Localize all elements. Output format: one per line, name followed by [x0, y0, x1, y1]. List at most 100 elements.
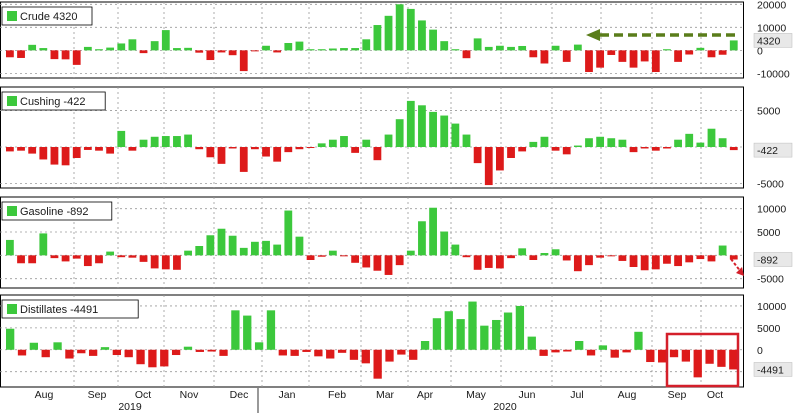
bar	[184, 250, 192, 256]
bar	[585, 50, 593, 73]
bar	[217, 50, 226, 53]
bar	[160, 349, 169, 367]
bar	[112, 349, 121, 356]
bar	[705, 349, 714, 364]
bar	[562, 50, 571, 62]
bar	[462, 50, 471, 59]
bar	[373, 147, 382, 161]
year-label: 2019	[118, 401, 142, 413]
bar	[72, 255, 81, 259]
bar	[406, 100, 415, 148]
bar	[729, 147, 738, 151]
bar	[598, 345, 608, 350]
bar	[618, 255, 627, 261]
bar	[462, 255, 471, 258]
legend-label: Crude 4320	[20, 11, 78, 23]
bar	[551, 249, 560, 256]
bar	[707, 255, 716, 262]
x-tick-label: Feb	[328, 389, 346, 401]
bar	[496, 255, 504, 269]
bar	[72, 147, 81, 158]
bar	[184, 47, 192, 51]
bar	[362, 139, 371, 148]
bar	[106, 47, 115, 51]
bar	[17, 255, 25, 264]
bar	[651, 147, 660, 151]
bar	[540, 136, 549, 148]
x-tick-label: May	[466, 389, 487, 401]
bar	[573, 44, 582, 51]
bar	[65, 349, 74, 359]
bar	[262, 147, 270, 157]
bar	[685, 133, 694, 148]
last-value-tag	[753, 252, 793, 267]
legend-swatch	[7, 11, 17, 21]
bar	[161, 30, 170, 51]
x-tick-label: Aug	[35, 389, 54, 401]
bar	[451, 244, 460, 256]
bar	[284, 147, 293, 153]
bar	[429, 111, 437, 148]
bar	[6, 147, 14, 152]
bar	[243, 315, 252, 350]
x-tick-label: Jul	[570, 389, 583, 401]
bar	[306, 255, 315, 260]
bar	[496, 45, 504, 51]
bar	[361, 349, 370, 364]
bar	[646, 349, 655, 363]
bar	[328, 48, 337, 51]
bar	[139, 139, 148, 148]
bar	[95, 147, 103, 151]
x-tick-label: Jan	[279, 389, 296, 401]
x-tick-label: Jun	[519, 389, 536, 401]
last-value-label: -422	[757, 145, 778, 157]
bar	[88, 349, 98, 356]
bar	[306, 147, 315, 149]
bar	[351, 48, 360, 51]
bar	[251, 147, 259, 150]
bar	[228, 235, 237, 256]
bar	[195, 50, 204, 53]
y-tick-label: -5000	[757, 274, 784, 286]
bar	[384, 134, 393, 148]
bar	[420, 341, 430, 350]
bar	[596, 255, 605, 258]
red-arrow-head	[736, 267, 744, 276]
bar	[148, 349, 157, 368]
bar	[651, 255, 660, 270]
bar	[718, 138, 727, 148]
bar	[395, 4, 404, 51]
bar	[429, 29, 437, 51]
bar	[317, 255, 326, 257]
bar	[150, 41, 159, 51]
bar	[432, 318, 442, 350]
bar	[228, 50, 237, 56]
bar	[161, 136, 170, 148]
bar	[651, 50, 660, 73]
x-tick-label: Oct	[707, 389, 723, 401]
bar	[39, 48, 48, 51]
bar	[529, 255, 538, 260]
bar	[39, 147, 48, 160]
bar	[207, 349, 216, 352]
bar	[507, 147, 515, 158]
legend-swatch	[7, 96, 17, 106]
bar	[607, 255, 616, 257]
bar	[397, 349, 406, 355]
bar	[239, 147, 248, 172]
bar	[139, 255, 148, 262]
x-tick-label: Nov	[180, 389, 199, 401]
bar	[515, 305, 525, 350]
y-tick-label: 10000	[757, 204, 786, 216]
bar	[273, 244, 282, 256]
bar	[406, 250, 415, 256]
panel-cushing: 5000 -5000 -422 Cushing -422	[0, 86, 793, 191]
bar	[373, 255, 382, 271]
bar	[634, 331, 643, 350]
bar	[418, 221, 426, 256]
bar	[395, 119, 404, 148]
bar	[663, 255, 671, 264]
last-value-label: -892	[757, 254, 778, 266]
legend-box	[1, 201, 113, 221]
